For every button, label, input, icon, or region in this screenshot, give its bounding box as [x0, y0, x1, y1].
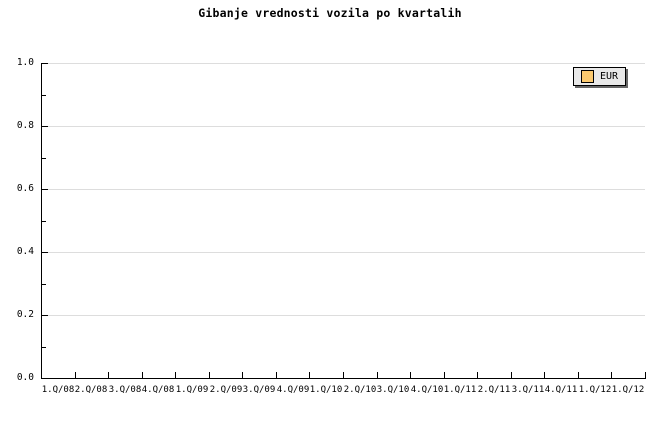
x-tick-label: 3.Q/08 — [108, 385, 142, 395]
x-tick-label: 2.Q/11 — [477, 385, 511, 395]
y-tick-major — [42, 252, 48, 253]
x-tick-label: 2.Q/10 — [343, 385, 377, 395]
x-tick-label: 1.Q/08 — [41, 385, 75, 395]
x-tick — [175, 372, 176, 378]
y-tick-label: 0.0 — [16, 372, 34, 383]
x-tick-label: 1.Q/11 — [443, 385, 477, 395]
y-tick-major — [42, 63, 48, 64]
x-tick — [309, 372, 310, 378]
x-tick — [645, 372, 646, 378]
x-tick — [242, 372, 243, 378]
x-tick — [142, 372, 143, 378]
y-tick-label: 0.6 — [16, 183, 34, 194]
y-gridline — [42, 252, 645, 253]
x-tick-label: 3.Q/10 — [376, 385, 410, 395]
x-tick-label: 4.Q/11 — [544, 385, 578, 395]
x-tick-label: 1.Q/12 — [578, 385, 612, 395]
x-tick — [410, 372, 411, 378]
legend-swatch-icon — [581, 70, 594, 83]
y-tick-major — [42, 126, 48, 127]
y-tick-label: 0.4 — [16, 246, 34, 257]
x-tick-label: 3.Q/09 — [242, 385, 276, 395]
x-tick — [377, 372, 378, 378]
x-tick — [511, 372, 512, 378]
x-tick-label: 4.Q/08 — [141, 385, 175, 395]
y-tick-minor — [42, 284, 46, 285]
x-tick — [611, 372, 612, 378]
x-tick — [75, 372, 76, 378]
x-tick — [444, 372, 445, 378]
y-tick-label: 1.0 — [16, 57, 34, 68]
x-tick — [578, 372, 579, 378]
x-tick — [108, 372, 109, 378]
legend: EUR — [573, 67, 626, 86]
y-gridline — [42, 63, 645, 64]
x-tick — [343, 372, 344, 378]
y-tick-label: 0.8 — [16, 120, 34, 131]
y-gridline — [42, 315, 645, 316]
x-tick-label: 2.Q/08 — [74, 385, 108, 395]
y-tick-minor — [42, 158, 46, 159]
x-tick-label: 4.Q/09 — [276, 385, 310, 395]
y-tick-minor — [42, 221, 46, 222]
y-tick-major — [42, 189, 48, 190]
x-tick — [276, 372, 277, 378]
y-tick-minor — [42, 95, 46, 96]
y-tick-major — [42, 315, 48, 316]
x-tick-label: 1.Q/10 — [309, 385, 343, 395]
y-axis-line — [41, 63, 42, 379]
x-tick — [544, 372, 545, 378]
y-gridline — [42, 126, 645, 127]
x-tick-label: 3.Q/11 — [511, 385, 545, 395]
x-tick-label: 1.Q/12 — [611, 385, 645, 395]
x-axis-line — [41, 378, 646, 379]
x-tick — [209, 372, 210, 378]
y-gridline — [42, 189, 645, 190]
y-tick-minor — [42, 347, 46, 348]
x-tick-label: 4.Q/10 — [410, 385, 444, 395]
x-tick-label: 2.Q/09 — [209, 385, 243, 395]
x-tick — [477, 372, 478, 378]
legend-label: EUR — [600, 71, 619, 82]
y-tick-major — [42, 378, 48, 379]
chart-title: Gibanje vrednosti vozila po kvartalih — [198, 6, 462, 20]
y-tick-label: 0.2 — [16, 309, 34, 320]
x-tick-label: 1.Q/09 — [175, 385, 209, 395]
